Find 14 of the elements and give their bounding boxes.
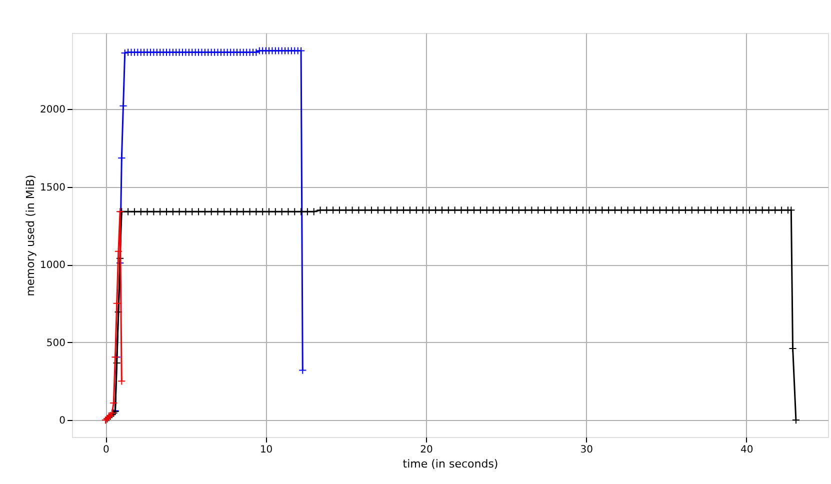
y-tick-label: 2000 [40, 104, 66, 116]
point [114, 247, 122, 256]
x-axis-title: time (in seconds) [402, 458, 498, 470]
y-tick-label: 1500 [40, 182, 66, 194]
point [118, 377, 126, 386]
y-axis-title: memory used (in MiB) [24, 174, 38, 296]
y-tick-label: 1000 [40, 260, 66, 272]
x-tick-label: 0 [102, 444, 110, 456]
x-tick-label: 30 [580, 444, 594, 456]
x-tick-label: 10 [260, 444, 273, 456]
x-tick-label: 40 [740, 444, 754, 456]
y-tick-label: 0 [59, 416, 66, 427]
x-tick-label: 20 [420, 444, 433, 456]
y-tick-label: 500 [46, 338, 66, 349]
